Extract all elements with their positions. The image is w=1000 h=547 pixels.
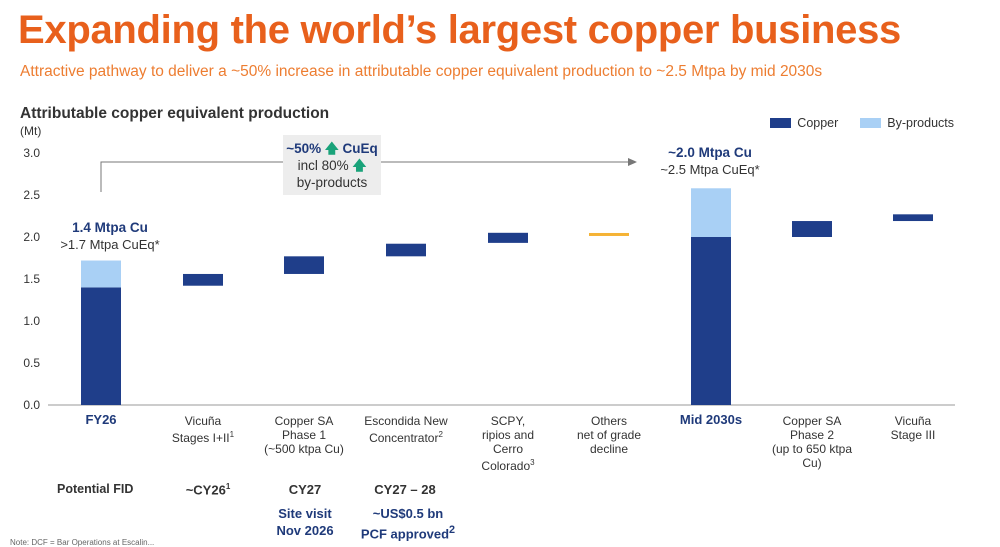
y-tick-label: 0.5: [23, 356, 40, 370]
category-label-line: FY26: [85, 412, 117, 427]
category-label-line: Others: [590, 414, 627, 428]
growth-callout: ~50% 🡅 CuEq incl 80% 🡅 by-products: [283, 135, 381, 195]
callout-byproducts: by-products: [296, 175, 368, 190]
legend-label-copper: Copper: [797, 116, 839, 130]
category-label-line: Escondida New: [364, 414, 448, 428]
arrow-head-icon: [628, 158, 637, 166]
fid-escondida-detail-sup: 2: [449, 524, 456, 536]
y-tick-label: 1.0: [23, 314, 40, 328]
category-label-line: SCPY,: [490, 414, 526, 428]
fy26-annotation-cueq: >1.7 Mtpa CuEq*: [60, 237, 160, 252]
fy26-annotation: 1.4 Mtpa Cu >1.7 Mtpa CuEq*: [50, 219, 170, 253]
category-label: FY26: [46, 413, 156, 427]
legend-byproducts: By-products: [860, 116, 954, 130]
bar-copper: [691, 237, 731, 405]
footnote: Note: DCF = Bar Operations at Escalin...: [10, 538, 155, 547]
fid-escondida-detail: ~US$0.5 bn PCF approved2: [343, 505, 473, 542]
callout-percent: ~50%: [286, 141, 322, 156]
fid-copper-sa-detail-2: Nov 2026: [276, 523, 334, 538]
mid2030s-annotation-copper: ~2.0 Mtpa Cu: [668, 145, 752, 160]
category-label: Vicuña Stages I+II1: [148, 414, 258, 445]
bar-increment: [488, 232, 528, 243]
category-footnote-sup: 1: [229, 430, 235, 439]
fid-copper-sa-detail-1: Site visit: [278, 506, 332, 521]
category-footnote-sup: 3: [530, 458, 535, 467]
fid-escondida: CY27 – 28: [374, 482, 436, 497]
category-label-line: (~500 ktpa Cu): [264, 442, 344, 456]
bracket-line-left: [100, 161, 283, 192]
up-arrow-icon: 🡅: [352, 158, 367, 173]
y-axis-unit: (Mt): [20, 124, 42, 138]
page-subtitle: Attractive pathway to deliver a ~50% inc…: [20, 63, 823, 80]
bar-increment: [183, 273, 223, 286]
fid-vicuna-text: ~CY26: [185, 482, 226, 498]
bar-increment: [386, 243, 426, 257]
page-title: Expanding the world’s largest copper bus…: [18, 8, 901, 52]
bar-byproducts: [691, 188, 731, 237]
bar-decline-marker: [589, 232, 629, 236]
category-label-line: Copper SA: [274, 414, 334, 428]
bar-increment: [893, 214, 933, 222]
category-label: Others net of grade decline: [554, 414, 664, 456]
legend: Copper By-products: [748, 116, 954, 130]
mid2030s-annotation: ~2.0 Mtpa Cu ~2.5 Mtpa CuEq*: [645, 144, 775, 178]
fy26-annotation-copper: 1.4 Mtpa Cu: [72, 220, 148, 235]
category-label-line: Vicuña: [184, 414, 222, 428]
fid-copper-sa-detail: Site visit Nov 2026: [240, 505, 370, 539]
legend-label-byproducts: By-products: [887, 116, 954, 130]
category-label-line: Cerro: [492, 442, 523, 456]
category-footnote-sup: 2: [438, 430, 443, 439]
category-label-line: Concentrator2: [369, 430, 443, 445]
category-label-line: decline: [589, 442, 629, 456]
category-label: SCPY, ripios and Cerro Colorado3: [453, 414, 563, 473]
legend-swatch-copper: [770, 118, 792, 128]
y-tick-label: 0.0: [23, 398, 40, 412]
bar-byproducts: [81, 260, 121, 288]
category-label: Copper SA Phase 2 (up to 650 ktpa Cu): [757, 414, 867, 470]
callout-cueq: CuEq: [342, 141, 378, 156]
category-label: Copper SA Phase 1 (~500 ktpa Cu): [249, 414, 359, 456]
category-label-line: Cu): [802, 456, 822, 470]
y-tick-label: 2.0: [23, 230, 40, 244]
category-label-line: Stage III: [890, 428, 936, 442]
category-label-line: Phase 1: [281, 428, 327, 442]
mid2030s-annotation-cueq: ~2.5 Mtpa CuEq*: [660, 162, 760, 177]
fid-copper-sa: CY27: [288, 482, 322, 497]
category-label-line: (up to 650 ktpa: [771, 442, 853, 456]
fid-vicuna-sup: 1: [225, 482, 231, 491]
bar-increment: [284, 256, 324, 274]
category-label-line: Copper SA: [782, 414, 842, 428]
category-label-line: Vicuña: [894, 414, 932, 428]
category-label-line: Mid 2030s: [679, 412, 743, 427]
legend-swatch-byproducts: [860, 118, 882, 128]
category-label-line: net of grade: [576, 428, 642, 442]
callout-incl: incl 80%: [297, 158, 349, 173]
y-tick-label: 1.5: [23, 272, 40, 286]
category-label: Mid 2030s: [656, 413, 766, 427]
legend-copper: Copper: [770, 116, 838, 130]
category-label-line: Stages I+II1: [171, 430, 235, 445]
category-label: Vicuña Stage III: [858, 414, 968, 442]
category-label: Escondida New Concentrator2: [351, 414, 461, 445]
y-tick-label: 3.0: [23, 146, 40, 160]
fid-escondida-detail-2: PCF approved: [360, 526, 450, 542]
fid-escondida-detail-1: ~US$0.5 bn: [372, 506, 444, 521]
up-arrow-icon: 🡅: [324, 141, 339, 156]
fid-vicuna: ~CY261: [148, 482, 268, 497]
category-label-line: ripios and: [481, 428, 535, 442]
category-label-line: Phase 2: [789, 428, 835, 442]
chart-title: Attributable copper equivalent productio…: [20, 105, 330, 122]
category-label-line: Colorado3: [481, 458, 535, 473]
fid-label: Potential FID: [57, 482, 134, 496]
y-tick-label: 2.5: [23, 188, 40, 202]
bar-copper: [81, 287, 121, 405]
bar-increment: [792, 221, 832, 237]
